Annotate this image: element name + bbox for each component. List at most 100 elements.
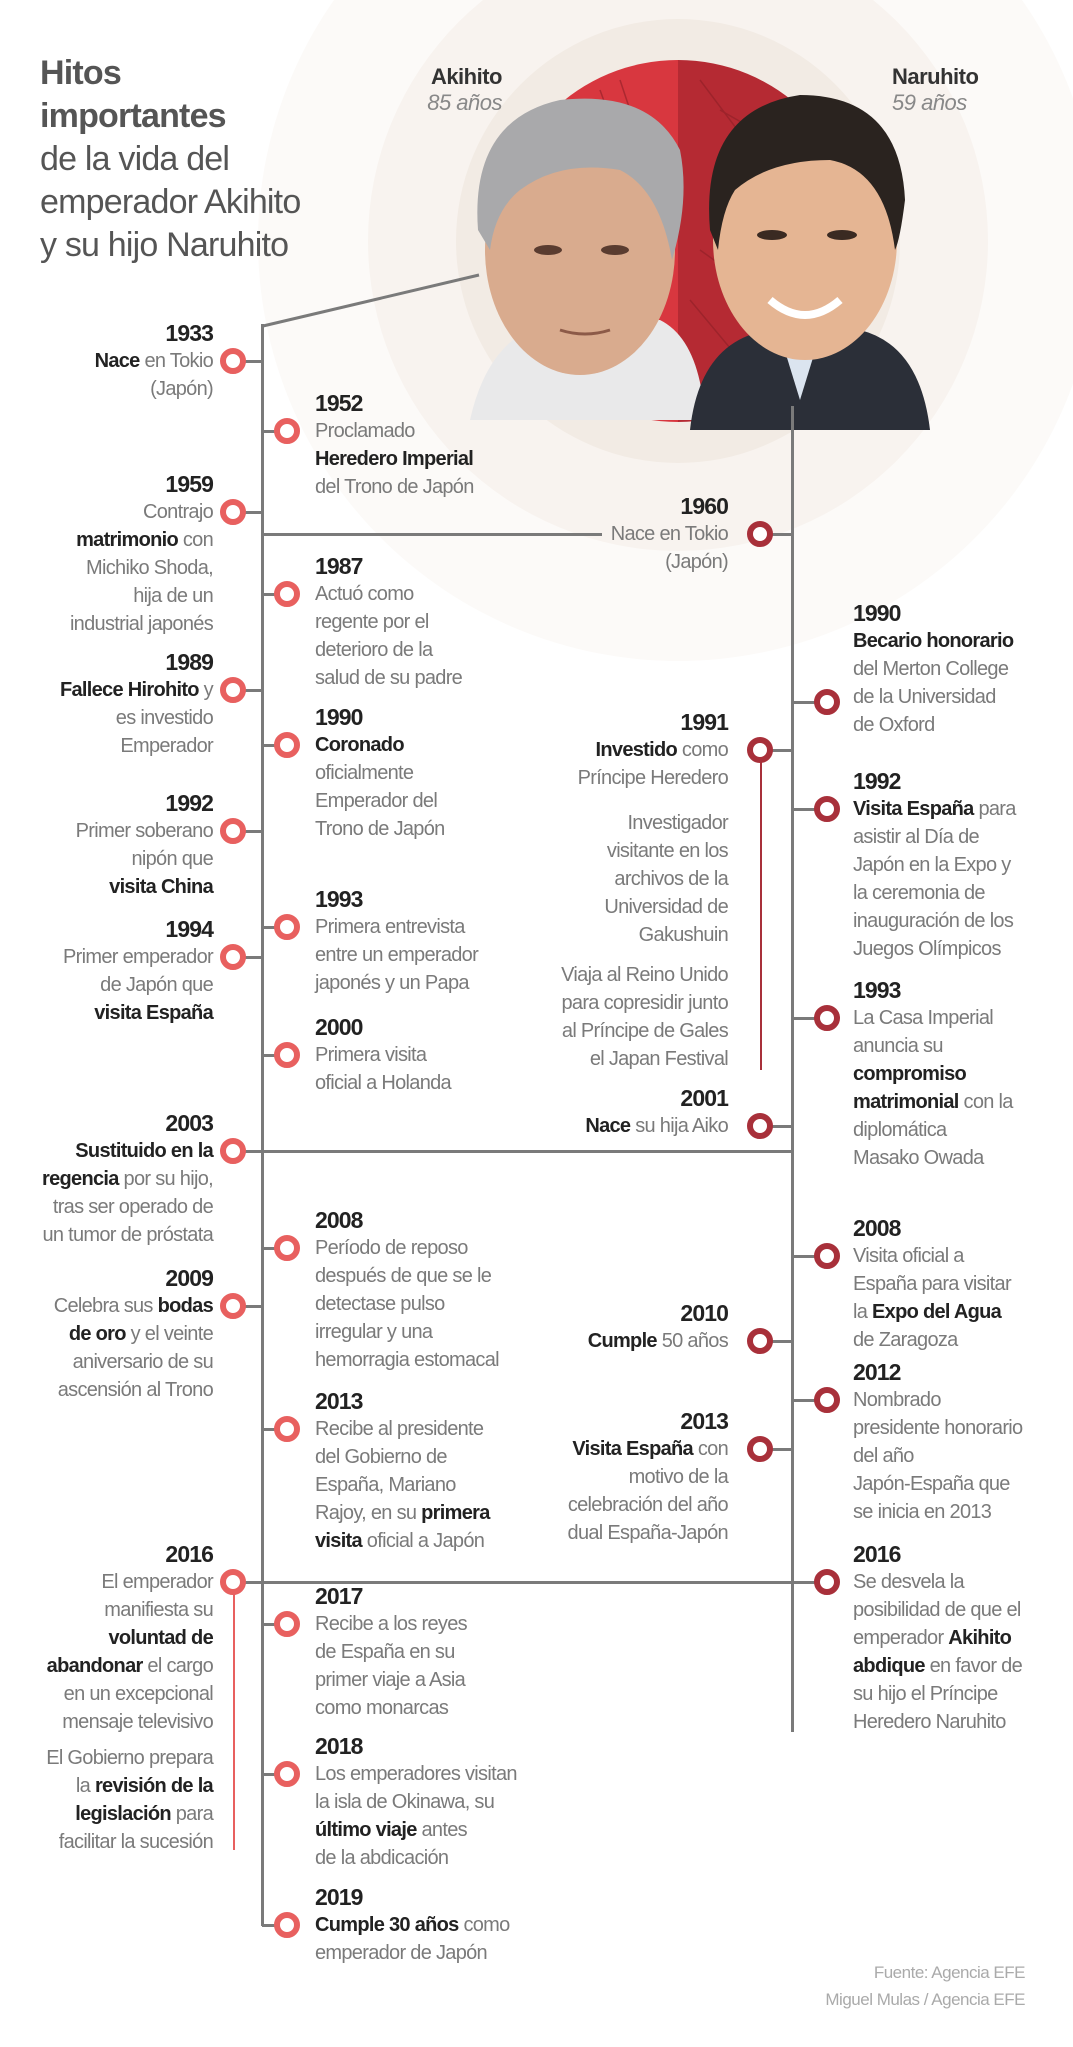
event-text-line: manifiesta su <box>104 1599 213 1621</box>
event-text-line: Universidad de <box>604 896 728 918</box>
event-naruhito-left-2001: 2001 Nace su hija Aiko <box>585 1084 729 1140</box>
event-text-line: Los emperadores visitan <box>315 1763 517 1785</box>
event-stem <box>262 1247 276 1250</box>
timeline-dot-icon <box>814 1005 840 1031</box>
event-akihito-right-2000: 2000 Primera visita oficial a Holanda <box>315 1013 452 1097</box>
event-text: con <box>177 529 214 551</box>
timeline-dot-icon <box>274 1416 300 1442</box>
event-year: 2010 <box>680 1300 728 1326</box>
event-text-line: deterioro de la <box>315 639 433 661</box>
event-highlight: bodas <box>157 1295 214 1317</box>
event-text: para <box>170 1803 214 1825</box>
event-year: 1992 <box>853 768 901 794</box>
event-highlight: de oro <box>68 1323 127 1345</box>
event-year: 1991 <box>680 709 728 735</box>
event-naruhito-left-1991: 1991 Investido como Príncipe Heredero <box>578 708 729 792</box>
event-highlight: Heredero Imperial <box>315 448 474 470</box>
event-text: la <box>853 1301 873 1323</box>
event-text-line: inauguración de los <box>853 910 1014 932</box>
event-stem <box>262 744 276 747</box>
akihito-connector <box>262 273 480 328</box>
event-naruhito-right-1992: 1992 Visita España para asistir al Día de J… <box>853 767 1016 963</box>
event-text-line: primer viaje a Asia <box>315 1669 466 1691</box>
event-akihito-left-2003: 2003 Sustituido en la regencia por su hijo… <box>42 1109 214 1249</box>
event-text-line: como monarcas <box>315 1697 449 1719</box>
event-text-line: Masako Owada <box>853 1147 984 1169</box>
timeline-dot-icon <box>747 1328 773 1354</box>
event-text-line: España para visitar <box>853 1273 1012 1295</box>
naruhito-name: Naruhito <box>892 64 979 89</box>
event-year: 1959 <box>165 471 213 497</box>
event-text: y el veinte <box>125 1323 214 1345</box>
timeline-dot-icon <box>220 1138 246 1164</box>
event-text-line: Visita oficial a <box>853 1245 964 1267</box>
event-year: 1993 <box>853 977 901 1003</box>
event-text-line: se inicia en 2013 <box>853 1501 992 1523</box>
event-stem <box>792 1255 816 1258</box>
event-text-line: Nace en Tokio <box>610 523 729 545</box>
event-text: en Tokio <box>139 350 213 372</box>
event-stem <box>244 689 262 692</box>
event-akihito-right-2008: 2008 Período de reposo después de que se l… <box>315 1206 500 1374</box>
event-text-line: Investigador <box>627 812 728 834</box>
event-akihito-right-1987: 1987 Actuó como regente por el deterioro de… <box>315 552 463 692</box>
timeline-dot-icon <box>220 348 246 374</box>
event-text: antes <box>416 1819 467 1841</box>
author-credit: Miguel Mulas / Agencia EFE <box>825 1990 1025 2009</box>
connector-2016 <box>240 1581 820 1584</box>
event-highlight: visita <box>315 1530 363 1552</box>
event-highlight: revisión de la <box>94 1775 214 1797</box>
event-year: 1952 <box>315 390 363 416</box>
event-stem <box>792 1399 816 1402</box>
event-stem <box>262 1428 276 1431</box>
event-text-line: legislación para <box>46 1800 213 1828</box>
event-highlight: Becario honorario <box>853 630 1014 652</box>
event-text-line: Viaja al Reino Unido <box>561 964 729 986</box>
event-text-line: matrimonial con la <box>853 1088 1013 1116</box>
event-text-line: al Príncipe de Gales <box>561 1020 729 1042</box>
event-year: 1933 <box>165 320 213 346</box>
event-text-line: posibilidad de que el <box>853 1599 1021 1621</box>
title-line: importantes <box>40 97 227 135</box>
event-text-line: facilitar la sucesión <box>58 1831 214 1853</box>
event-year: 2013 <box>315 1388 363 1414</box>
event-text-line: Nace en Tokio <box>95 347 214 375</box>
event-text-line: Primera entrevista <box>315 916 465 938</box>
event-stem <box>262 1924 276 1927</box>
timeline-dot-icon <box>220 677 246 703</box>
event-text-line: Sustituido en la <box>42 1137 213 1165</box>
event-year: 1960 <box>680 493 728 519</box>
event-naruhito-right-2008: 2008 Visita oficial a España para visitar l… <box>853 1214 1012 1354</box>
event-text: como <box>458 1914 510 1936</box>
event-akihito-right-2018: 2018 Los emperadores visitan la isla de Ok… <box>315 1732 517 1872</box>
event-highlight: abandonar <box>46 1655 144 1677</box>
event-year: 1990 <box>315 704 363 730</box>
event-note: Investigador visitante en los archivos de … <box>604 809 728 949</box>
connector-1960 <box>262 533 602 536</box>
event-text-line: Japón en la Expo y <box>853 854 1011 876</box>
naruhito-timeline-axis <box>791 406 794 1732</box>
page-title: Hitos importantes de la vida del emperad… <box>40 52 301 267</box>
event-akihito-right-2017: 2017 Recibe a los reyes de España en su pri… <box>315 1582 468 1722</box>
event-text: y <box>198 679 214 701</box>
event-text-line: emperador Akihito <box>853 1624 1022 1652</box>
event-text-line: matrimonio con <box>70 526 214 554</box>
event-text-line: (Japón) <box>150 378 214 400</box>
event-stem <box>792 1017 816 1020</box>
timeline-dot-icon <box>814 1569 840 1595</box>
timeline-dot-icon <box>220 1569 246 1595</box>
event-stem <box>771 1448 792 1451</box>
event-text-line: visitante en los <box>606 840 729 862</box>
event-text-line: después de que se le <box>315 1265 492 1287</box>
event-stem <box>244 1581 262 1584</box>
event-text-line: visita España <box>63 999 213 1027</box>
event-stem <box>244 830 262 833</box>
event-text-line: presidente honorario <box>853 1417 1023 1439</box>
event-text-line: archivos de la <box>614 868 728 890</box>
timeline-dot-icon <box>220 944 246 970</box>
event-text-line: Coronado <box>315 731 445 759</box>
event-naruhito-right-2016: 2016 Se desvela la posibilidad de que el em… <box>853 1540 1023 1736</box>
event-text-line: voluntad de <box>47 1624 213 1652</box>
event-text-line: último viaje antes <box>315 1816 517 1844</box>
event-akihito-right-1952: 1952 Proclamado Heredero Imperial del Trono… <box>315 389 474 501</box>
